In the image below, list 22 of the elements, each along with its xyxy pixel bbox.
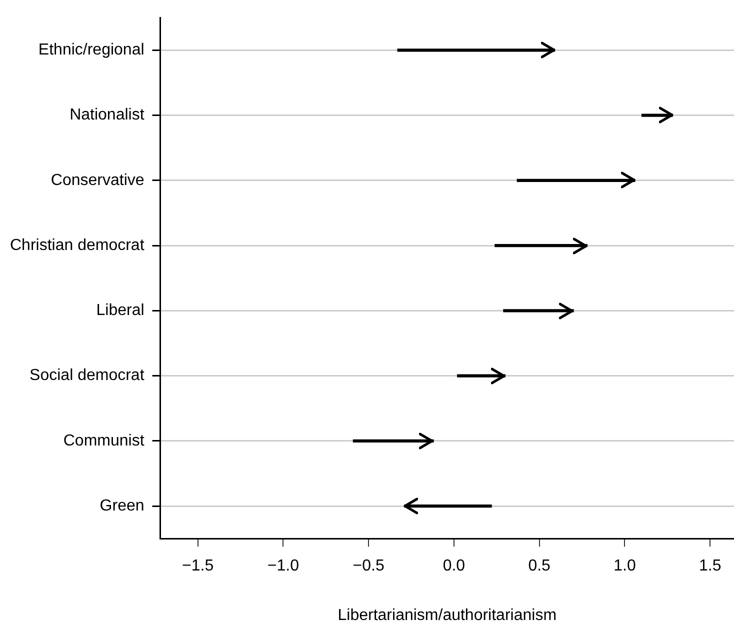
x-tick-label: 0.5 [528, 558, 551, 575]
y-tick-label: Christian democrat [10, 236, 145, 254]
x-tick-label: 0.0 [442, 558, 466, 575]
y-tick-label: Communist [63, 432, 145, 450]
y-tick-label: Nationalist [70, 106, 145, 124]
x-tick-label: 1.5 [698, 558, 722, 575]
y-tick-label: Green [100, 497, 144, 514]
bar [641, 114, 673, 117]
bar [494, 244, 588, 248]
x-tick-label: −0.5 [352, 558, 384, 575]
bar [516, 178, 636, 182]
x-tick-label: 1.0 [614, 558, 636, 575]
bar [404, 504, 492, 508]
x-tick-label: −1.0 [267, 558, 300, 575]
y-tick-label: Social democrat [30, 367, 145, 384]
bar [397, 48, 556, 52]
bar [457, 374, 506, 378]
y-tick-label: Ethnic/regional [38, 42, 144, 59]
y-tick-label: Liberal [96, 302, 144, 320]
y-tick-label: Conservative [50, 172, 144, 189]
x-tick-label: −1.5 [182, 558, 214, 575]
x-axis-title: Libertarianism/authoritarianism [338, 606, 557, 624]
